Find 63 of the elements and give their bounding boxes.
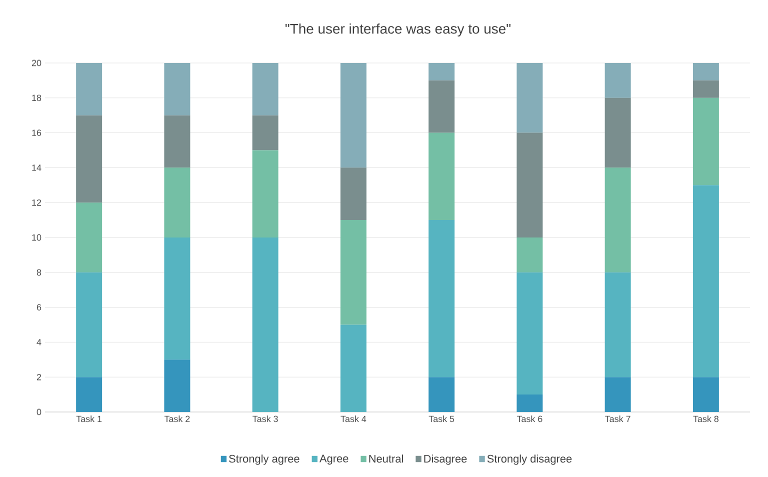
- bar: [692, 98, 719, 186]
- bar: [516, 132, 543, 238]
- y-tick-label: 12: [32, 199, 42, 206]
- y-tick-label: 4: [36, 339, 42, 346]
- bar: [164, 168, 190, 238]
- bar: [604, 98, 631, 168]
- legend-label: Neutral: [369, 454, 403, 463]
- bar: [604, 272, 631, 378]
- bar: [428, 80, 455, 133]
- bar: [604, 168, 631, 272]
- bar: [164, 115, 190, 168]
- y-tick-label: 10: [32, 234, 42, 241]
- bar: [340, 324, 366, 412]
- bar: [76, 115, 102, 203]
- legend-label: Strongly agree: [229, 454, 300, 465]
- legend-label: Strongly disagree: [487, 454, 572, 465]
- bar: [428, 377, 455, 412]
- bar: [252, 237, 278, 412]
- y-tick-label: 16: [32, 130, 42, 136]
- bar: [428, 220, 455, 378]
- bar: [516, 272, 543, 395]
- x-tick-label: Task 7: [605, 416, 630, 422]
- chart-title: "The user interface was easy to use": [286, 23, 510, 36]
- bar: [164, 360, 190, 412]
- bar: [252, 62, 278, 116]
- x-tick-label: Task 2: [164, 416, 190, 422]
- bar: [340, 220, 366, 325]
- x-tick-label: Task 5: [428, 416, 454, 422]
- bar: [76, 272, 102, 378]
- bar: [164, 62, 190, 116]
- bar: [164, 237, 190, 360]
- x-tick-label: Task 3: [252, 416, 278, 422]
- bar: [428, 132, 455, 220]
- legend-label: Disagree: [424, 454, 467, 465]
- bar: [340, 168, 366, 220]
- bar: [516, 237, 543, 272]
- y-tick-label: 6: [36, 304, 42, 310]
- bar: [604, 377, 631, 412]
- bar: [692, 377, 719, 412]
- y-tick-label: 20: [32, 60, 42, 66]
- bar: [692, 80, 719, 98]
- bar: [692, 185, 719, 378]
- bar: [76, 377, 102, 412]
- legend-label: Agree: [319, 454, 348, 465]
- bar: [692, 62, 719, 80]
- bar: [428, 62, 455, 80]
- y-tick-label: 0: [36, 408, 42, 416]
- y-tick-label: 2: [36, 374, 42, 380]
- x-tick-label: Task 1: [76, 416, 102, 422]
- x-tick-label: Task 4: [340, 416, 366, 422]
- bar: [340, 62, 366, 168]
- x-tick-label: Task 6: [516, 416, 542, 422]
- x-tick-label: Task 8: [693, 416, 718, 422]
- bar: [252, 150, 278, 238]
- y-tick-label: 14: [32, 164, 42, 171]
- y-tick-label: 18: [32, 94, 42, 102]
- bar: [252, 115, 278, 150]
- bar: [516, 62, 543, 133]
- y-tick-label: 8: [36, 269, 42, 276]
- bar: [76, 202, 102, 272]
- bar: [76, 62, 102, 116]
- bar: [516, 394, 543, 412]
- bar: [604, 62, 631, 98]
